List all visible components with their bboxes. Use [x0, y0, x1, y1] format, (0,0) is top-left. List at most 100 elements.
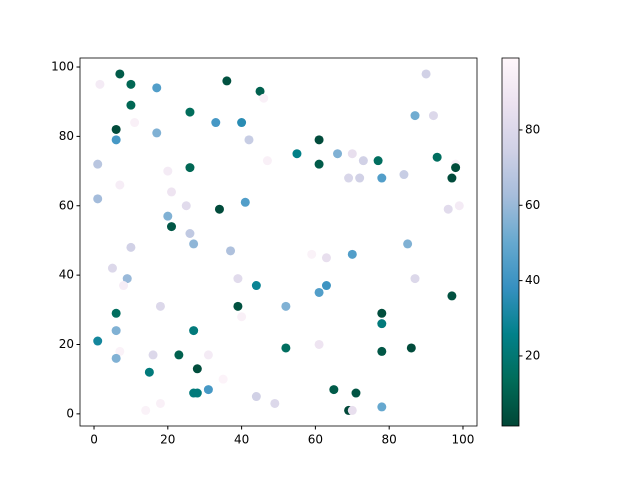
- point: [126, 242, 136, 252]
- point: [410, 274, 420, 284]
- point: [333, 149, 343, 159]
- point: [347, 249, 357, 259]
- point: [93, 194, 103, 204]
- colorbar: [501, 57, 520, 427]
- point: [432, 152, 442, 162]
- point: [421, 69, 431, 79]
- point: [281, 343, 291, 353]
- point: [174, 350, 184, 360]
- point: [244, 135, 254, 145]
- point: [192, 364, 202, 374]
- y-tick-label: 0: [66, 406, 74, 420]
- x-tick-label: 60: [308, 433, 323, 447]
- point: [155, 398, 165, 408]
- point: [410, 111, 420, 121]
- point: [155, 301, 165, 311]
- point: [262, 156, 272, 166]
- point: [167, 222, 177, 232]
- axes-frame: [79, 57, 478, 427]
- point: [130, 118, 140, 128]
- point: [148, 350, 158, 360]
- point: [270, 398, 280, 408]
- point: [240, 197, 250, 207]
- point: [152, 128, 162, 138]
- point: [115, 180, 125, 190]
- y-tick-label: 80: [59, 129, 74, 143]
- point: [321, 253, 331, 263]
- point: [115, 346, 125, 356]
- point: [203, 385, 213, 395]
- point: [447, 291, 457, 301]
- point: [214, 204, 224, 214]
- point: [292, 149, 302, 159]
- point: [314, 135, 324, 145]
- point: [218, 374, 228, 384]
- point: [111, 326, 121, 336]
- point: [259, 93, 269, 103]
- point: [347, 149, 357, 159]
- point: [111, 124, 121, 134]
- point: [222, 76, 232, 86]
- point: [377, 346, 387, 356]
- point: [119, 281, 129, 291]
- point: [355, 173, 365, 183]
- x-tick-label: 0: [90, 433, 98, 447]
- point: [255, 86, 265, 96]
- point: [377, 173, 387, 183]
- point: [111, 308, 121, 318]
- point: [447, 173, 457, 183]
- point: [95, 79, 105, 89]
- point: [351, 388, 361, 398]
- point: [126, 79, 136, 89]
- point: [314, 287, 324, 297]
- point: [189, 239, 199, 249]
- x-tick-label: 100: [452, 433, 475, 447]
- point: [307, 249, 317, 259]
- point: [107, 263, 117, 273]
- colorbar-tick-label: 20: [525, 348, 540, 362]
- x-tick-label: 20: [160, 433, 175, 447]
- point: [443, 204, 453, 214]
- point: [314, 339, 324, 349]
- point: [163, 166, 173, 176]
- point: [163, 211, 173, 221]
- point: [93, 159, 103, 169]
- point: [126, 100, 136, 110]
- y-tick-label: 20: [59, 337, 74, 351]
- point: [167, 187, 177, 197]
- point: [251, 392, 261, 402]
- point: [115, 69, 125, 79]
- point: [329, 385, 339, 395]
- point: [399, 170, 409, 180]
- point: [203, 350, 213, 360]
- point: [141, 405, 151, 415]
- y-tick-label: 60: [59, 198, 74, 212]
- point: [233, 274, 243, 284]
- point: [428, 111, 438, 121]
- point: [344, 173, 354, 183]
- point: [403, 239, 413, 249]
- point: [281, 301, 291, 311]
- colorbar-tick-label: 60: [525, 198, 540, 212]
- point: [377, 308, 387, 318]
- point: [93, 336, 103, 346]
- point: [185, 229, 195, 239]
- colorbar-tick-label: 80: [525, 122, 540, 136]
- x-tick-label: 80: [382, 433, 397, 447]
- y-tick-label: 100: [51, 60, 74, 74]
- point: [237, 118, 247, 128]
- point: [122, 274, 132, 284]
- point: [185, 107, 195, 117]
- colorbar-tick-label: 40: [525, 273, 540, 287]
- point: [233, 301, 243, 311]
- point: [314, 159, 324, 169]
- point: [211, 118, 221, 128]
- point: [144, 367, 154, 377]
- point: [226, 246, 236, 256]
- point: [192, 388, 202, 398]
- point: [111, 353, 121, 363]
- point: [373, 156, 383, 166]
- point: [237, 312, 247, 322]
- point: [189, 326, 199, 336]
